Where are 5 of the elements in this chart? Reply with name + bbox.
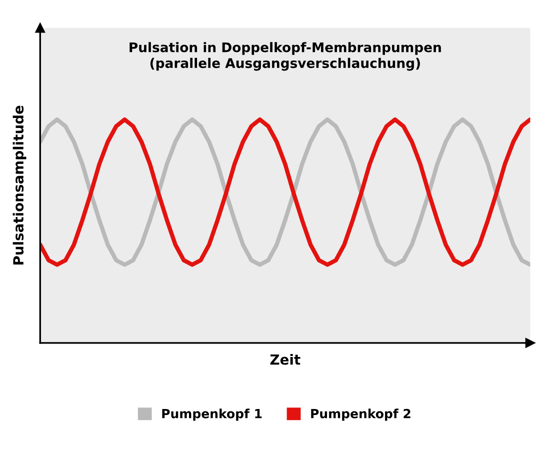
legend-label: Pumpenkopf 1 <box>162 408 262 421</box>
x-axis-title: Zeit <box>270 354 300 365</box>
y-axis-title: Pulsationsamplitude <box>12 106 26 265</box>
legend-label: Pumpenkopf 2 <box>311 408 410 421</box>
chart-title: Pulsation in Doppelkopf-Membranpumpen (parallele Ausgangsverschlauchung) <box>130 42 441 71</box>
